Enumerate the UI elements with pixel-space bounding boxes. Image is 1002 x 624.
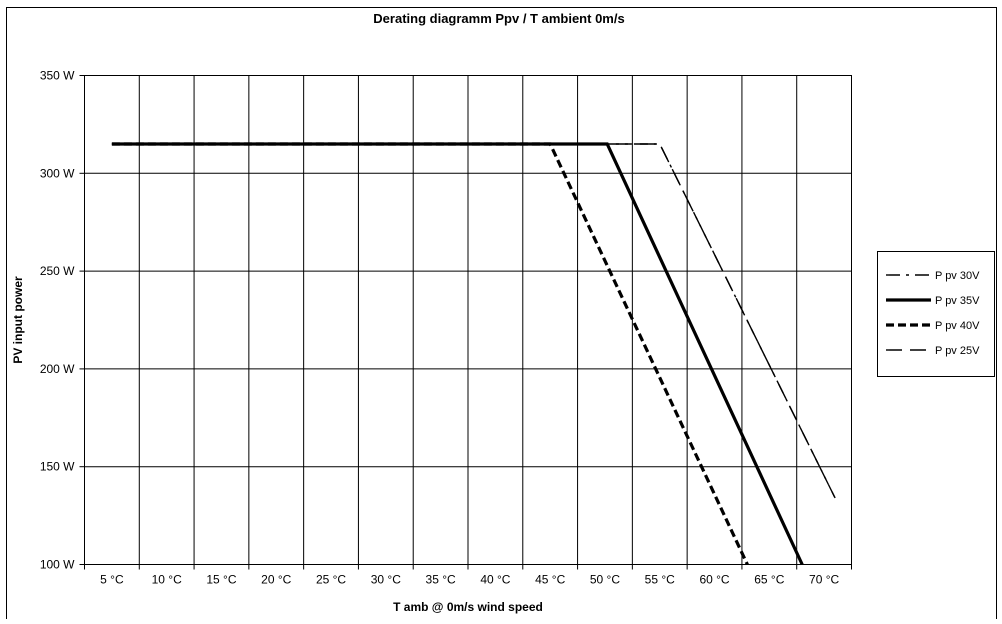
- y-tick-label: 150 W: [40, 460, 75, 474]
- x-tick-label: 15 °C: [206, 573, 236, 587]
- y-tick-label: 300 W: [40, 166, 75, 180]
- x-tick-label: 30 °C: [371, 573, 401, 587]
- x-tick-label: 40 °C: [480, 573, 510, 587]
- y-tick-label: 200 W: [40, 362, 75, 376]
- series-lines: [111, 142, 836, 566]
- legend-label-1: P pv 30V: [935, 270, 980, 282]
- x-tick-label: 5 °C: [100, 573, 124, 587]
- x-axis-ticks: 5 °C 10 °C 15 °C 20 °C 25 °C 30 °C 35 °C 40 °C 4…: [84, 564, 852, 587]
- y-axis-title: PV input power: [11, 276, 25, 364]
- x-tick-label: 65 °C: [754, 573, 784, 587]
- y-tick-label: 250 W: [40, 264, 75, 278]
- legend-label-3: P pv 40V: [935, 320, 980, 332]
- y-tick-label: 350 W: [40, 69, 75, 83]
- x-tick-label: 55 °C: [645, 573, 675, 587]
- chart-title: Derating diagramm Ppv / T ambient 0m/s: [373, 11, 624, 26]
- x-tick-label: 25 °C: [316, 573, 346, 587]
- legend-label-2: P pv 35V: [935, 295, 980, 307]
- x-tick-label: 20 °C: [261, 573, 291, 587]
- series-line-4: [111, 143, 836, 499]
- x-axis-title: T amb @ 0m/s wind speed: [393, 600, 543, 614]
- x-tick-label: 35 °C: [426, 573, 456, 587]
- x-tick-label: 10 °C: [152, 573, 182, 587]
- x-tick-label: 60 °C: [699, 573, 729, 587]
- y-tick-label: 100 W: [40, 558, 75, 572]
- legend-label-4: P pv 25V: [935, 345, 980, 357]
- x-tick-label: 70 °C: [809, 573, 839, 587]
- x-tick-label: 45 °C: [535, 573, 565, 587]
- x-tick-label: 50 °C: [590, 573, 620, 587]
- y-axis-ticks: 100 W 150 W 200 W 250 W 300 W 350 W: [40, 69, 85, 572]
- legend: P pv 30V P pv 35V P pv 40V P pv 25V: [886, 270, 980, 357]
- legend-box: [877, 251, 995, 377]
